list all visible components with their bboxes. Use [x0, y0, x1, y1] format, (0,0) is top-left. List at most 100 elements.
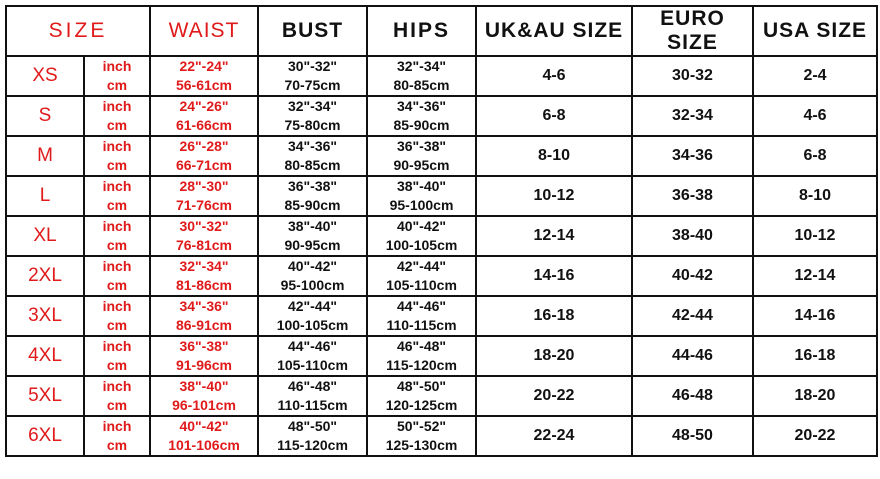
- unit-inch: inch: [83, 135, 151, 156]
- bust-cm: 100-105cm: [257, 316, 368, 337]
- unit-inch: inch: [83, 335, 151, 356]
- table-row-cm: cm 66-71cm 80-85cm 90-95cm: [6, 156, 877, 177]
- header-uk-au: UK&AU SIZE: [475, 5, 633, 57]
- table-row-cm: cm 86-91cm 100-105cm 110-115cm: [6, 316, 877, 337]
- table-row-cm: cm 56-61cm 70-75cm 80-85cm: [6, 76, 877, 97]
- header-bust: BUST: [257, 5, 368, 57]
- hips-inch: 40"-42": [366, 215, 477, 236]
- bust-inch: 32"-34": [257, 95, 368, 116]
- uk-au-size: 16-18: [475, 295, 633, 337]
- table-row-cm: cm 96-101cm 110-115cm 120-125cm: [6, 396, 877, 417]
- waist-cm: 86-91cm: [149, 316, 259, 337]
- bust-inch: 34"-36": [257, 135, 368, 156]
- euro-size: 42-44: [631, 295, 754, 337]
- table-row-cm: cm 91-96cm 105-110cm 115-120cm: [6, 356, 877, 377]
- waist-inch: 36"-38": [149, 335, 259, 356]
- euro-size: 30-32: [631, 55, 754, 97]
- size-label: M: [5, 135, 85, 177]
- unit-cm: cm: [83, 436, 151, 457]
- waist-cm: 56-61cm: [149, 76, 259, 97]
- uk-au-size: 20-22: [475, 375, 633, 417]
- uk-au-size: 8-10: [475, 135, 633, 177]
- hips-inch: 46"-48": [366, 335, 477, 356]
- waist-inch: 28"-30": [149, 175, 259, 196]
- usa-size: 20-22: [752, 415, 878, 457]
- table-row-cm: cm 71-76cm 85-90cm 95-100cm: [6, 196, 877, 217]
- waist-cm: 61-66cm: [149, 116, 259, 137]
- usa-size: 12-14: [752, 255, 878, 297]
- bust-cm: 85-90cm: [257, 196, 368, 217]
- unit-cm: cm: [83, 396, 151, 417]
- header-waist: WAIST: [149, 5, 259, 57]
- usa-size: 2-4: [752, 55, 878, 97]
- header-size: SIZE: [5, 5, 151, 57]
- euro-size: 36-38: [631, 175, 754, 217]
- waist-cm: 71-76cm: [149, 196, 259, 217]
- unit-cm: cm: [83, 156, 151, 177]
- unit-inch: inch: [83, 255, 151, 276]
- hips-cm: 105-110cm: [366, 276, 477, 297]
- usa-size: 14-16: [752, 295, 878, 337]
- hips-cm: 100-105cm: [366, 236, 477, 257]
- uk-au-size: 4-6: [475, 55, 633, 97]
- table-row: XS inch 22"-24" 30"-32" 32"-34" 4-6 30-32 2-4: [5, 55, 878, 97]
- hips-inch: 32"-34": [366, 55, 477, 76]
- hips-cm: 90-95cm: [366, 156, 477, 177]
- size-label: S: [5, 95, 85, 137]
- bust-cm: 70-75cm: [257, 76, 368, 97]
- euro-size: 44-46: [631, 335, 754, 377]
- table-row: 6XL inch 40"-42" 48"-50" 50"-52" 22-24 48-50 20…: [5, 415, 878, 457]
- header-row: SIZE WAIST BUST HIPS UK&AU SIZE EURO SIZ…: [5, 5, 878, 57]
- waist-cm: 96-101cm: [149, 396, 259, 417]
- unit-inch: inch: [83, 175, 151, 196]
- hips-inch: 34"-36": [366, 95, 477, 116]
- euro-size: 48-50: [631, 415, 754, 457]
- hips-inch: 42"-44": [366, 255, 477, 276]
- unit-cm: cm: [83, 236, 151, 257]
- size-label: XL: [5, 215, 85, 257]
- uk-au-size: 10-12: [475, 175, 633, 217]
- bust-inch: 30"-32": [257, 55, 368, 76]
- bust-inch: 42"-44": [257, 295, 368, 316]
- bust-inch: 48"-50": [257, 415, 368, 436]
- table-row-cm: cm 61-66cm 75-80cm 85-90cm: [6, 116, 877, 137]
- header-euro: EURO SIZE: [631, 5, 754, 57]
- bust-cm: 95-100cm: [257, 276, 368, 297]
- euro-size: 38-40: [631, 215, 754, 257]
- hips-inch: 44"-46": [366, 295, 477, 316]
- unit-inch: inch: [83, 55, 151, 76]
- waist-inch: 26"-28": [149, 135, 259, 156]
- unit-cm: cm: [83, 76, 151, 97]
- usa-size: 18-20: [752, 375, 878, 417]
- table-row: 4XL inch 36"-38" 44"-46" 46"-48" 18-20 44-46 16…: [5, 335, 878, 377]
- size-label: L: [5, 175, 85, 217]
- size-label: 5XL: [5, 375, 85, 417]
- euro-size: 46-48: [631, 375, 754, 417]
- bust-cm: 115-120cm: [257, 436, 368, 457]
- header-usa: USA SIZE: [752, 5, 878, 57]
- waist-inch: 30"-32": [149, 215, 259, 236]
- table-row: 5XL inch 38"-40" 46"-48" 48"-50" 20-22 46-48 18…: [5, 375, 878, 417]
- hips-cm: 115-120cm: [366, 356, 477, 377]
- unit-cm: cm: [83, 356, 151, 377]
- table-row-cm: cm 81-86cm 95-100cm 105-110cm: [6, 276, 877, 297]
- waist-inch: 32"-34": [149, 255, 259, 276]
- unit-inch: inch: [83, 375, 151, 396]
- euro-size: 32-34: [631, 95, 754, 137]
- unit-cm: cm: [83, 276, 151, 297]
- bust-inch: 44"-46": [257, 335, 368, 356]
- table-row-cm: cm 101-106cm 115-120cm 125-130cm: [6, 436, 877, 457]
- size-label: 6XL: [5, 415, 85, 457]
- bust-cm: 105-110cm: [257, 356, 368, 377]
- waist-inch: 40"-42": [149, 415, 259, 436]
- bust-inch: 36"-38": [257, 175, 368, 196]
- hips-cm: 125-130cm: [366, 436, 477, 457]
- unit-inch: inch: [83, 215, 151, 236]
- hips-inch: 38"-40": [366, 175, 477, 196]
- uk-au-size: 6-8: [475, 95, 633, 137]
- header-hips: HIPS: [366, 5, 477, 57]
- waist-cm: 66-71cm: [149, 156, 259, 177]
- size-label: 4XL: [5, 335, 85, 377]
